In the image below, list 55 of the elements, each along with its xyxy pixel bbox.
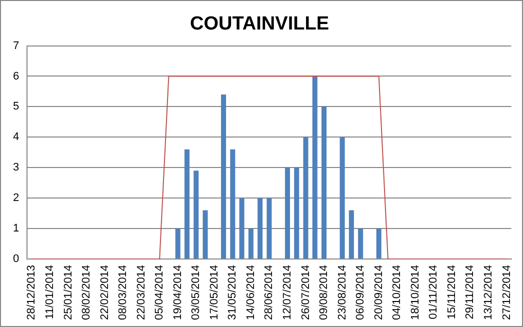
x-tick-label: 25/01/2014 (62, 264, 74, 320)
bar (202, 210, 208, 258)
bar (239, 198, 244, 258)
bar (175, 228, 180, 258)
x-tick-label: 08/03/2014 (117, 264, 130, 320)
bar (184, 149, 190, 258)
y-tick-label: 5 (12, 100, 20, 113)
x-tick-label: 03/05/2014 (190, 264, 202, 320)
bar (221, 94, 226, 258)
y-tick-label: 3 (12, 162, 20, 174)
x-tick-label: 06/09/2014 (354, 264, 367, 320)
x-tick-label: 22/03/2014 (135, 264, 148, 320)
x-tick-label: 29/11/2014 (464, 264, 476, 320)
x-tick-label: 04/10/2014 (391, 264, 404, 320)
x-tick-label: 11/01/2014 (44, 264, 56, 320)
x-tick-label: 27/12/2014 (500, 264, 513, 320)
x-tick-label: 20/09/2014 (372, 264, 385, 320)
x-tick-label: 22/02/2014 (98, 264, 111, 320)
bar (194, 170, 199, 258)
y-tick-label: 7 (12, 40, 20, 52)
chart-title: COUTAINVILLE (190, 14, 329, 35)
x-tick-label: 01/11/2014 (428, 264, 440, 320)
bar (248, 228, 254, 258)
x-tick-label: 14/06/2014 (244, 264, 257, 320)
x-tick-label: 13/12/2014 (482, 264, 494, 320)
x-tick-label: 05/04/2014 (154, 264, 166, 320)
bar (376, 228, 382, 258)
bar (303, 137, 308, 258)
x-tick-label: 08/02/2014 (80, 264, 93, 320)
bar (348, 210, 354, 258)
x-tick-label: 15/11/2014 (446, 264, 458, 320)
y-tick-label: 4 (12, 131, 20, 144)
bar (312, 76, 318, 258)
x-tick-label: 28/12/2013 (26, 264, 38, 320)
bar (358, 228, 364, 258)
bar (266, 198, 272, 258)
x-tick-label: 09/08/2014 (318, 264, 330, 320)
bar (258, 198, 263, 258)
y-tick-label: 2 (12, 192, 20, 204)
y-tick-label: 0 (12, 252, 20, 265)
x-tick-label: 28/06/2014 (263, 264, 276, 320)
bar (230, 149, 236, 258)
x-tick-label: 18/10/2014 (409, 264, 422, 320)
x-tick-label: 23/08/2014 (336, 264, 348, 320)
y-tick-label: 1 (12, 222, 20, 235)
bar (294, 168, 300, 258)
x-tick-label: 12/07/2014 (282, 264, 294, 320)
x-tick-label: 17/05/2014 (208, 264, 220, 320)
bar (284, 168, 290, 258)
x-tick-label: 31/05/2014 (226, 264, 239, 320)
bar (322, 106, 327, 258)
x-tick-label: 26/07/2014 (300, 264, 312, 320)
y-tick-label: 6 (12, 70, 20, 82)
x-tick-label: 19/04/2014 (172, 264, 184, 320)
bar (340, 137, 345, 258)
